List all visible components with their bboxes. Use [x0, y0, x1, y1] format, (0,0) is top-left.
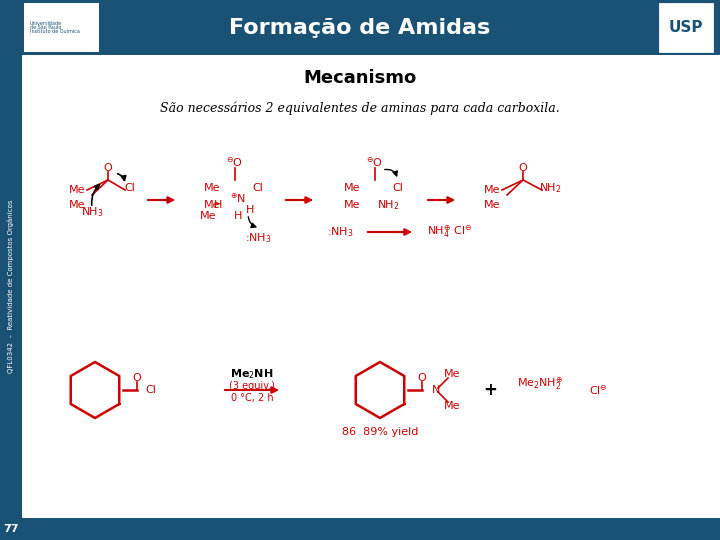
Text: O: O: [132, 373, 141, 383]
Text: Me: Me: [204, 200, 220, 210]
Text: Universidade: Universidade: [30, 21, 62, 26]
Text: H: H: [214, 200, 222, 210]
Text: H: H: [246, 205, 254, 215]
Text: QFL0342  –  Reatividade de Compostos Orgânicos: QFL0342 – Reatividade de Compostos Orgân…: [8, 200, 14, 373]
Text: Me: Me: [68, 200, 85, 210]
Text: NH$_3$: NH$_3$: [81, 205, 104, 219]
Text: Me: Me: [68, 185, 85, 195]
Bar: [24, 3, 99, 52]
Text: Cl$^{\ominus}$: Cl$^{\ominus}$: [589, 383, 608, 397]
Text: São necessários 2 equivalentes de aminas para cada carboxila.: São necessários 2 equivalentes de aminas…: [160, 102, 560, 115]
Text: Formação de Amidas: Formação de Amidas: [230, 17, 490, 37]
Text: $^{\ominus}$O: $^{\ominus}$O: [227, 156, 243, 168]
Bar: [660, 4, 712, 51]
Text: Me: Me: [204, 183, 220, 193]
Text: Me: Me: [444, 401, 460, 411]
Text: +: +: [483, 381, 497, 399]
Text: Me: Me: [484, 200, 500, 210]
Bar: [0, 518, 720, 540]
Text: Cl: Cl: [253, 183, 264, 193]
Text: de São Paulo: de São Paulo: [30, 25, 61, 30]
Text: O: O: [418, 373, 426, 383]
Text: 86  89% yield: 86 89% yield: [342, 427, 418, 437]
Text: H: H: [234, 211, 242, 221]
Text: O: O: [518, 163, 527, 173]
Text: NH$_2$: NH$_2$: [539, 181, 562, 195]
Text: Instituto de Química: Instituto de Química: [30, 29, 80, 34]
Text: :NH$_3$: :NH$_3$: [327, 225, 354, 239]
Text: Cl: Cl: [392, 183, 403, 193]
Text: NH$_2$: NH$_2$: [377, 198, 400, 212]
Text: NH$_4^{\oplus}$ Cl$^{\ominus}$: NH$_4^{\oplus}$ Cl$^{\ominus}$: [427, 224, 473, 240]
Text: O: O: [104, 163, 112, 173]
Text: Me: Me: [343, 183, 360, 193]
Text: :NH$_3$: :NH$_3$: [245, 231, 271, 245]
Text: Me$_2$NH: Me$_2$NH: [230, 367, 274, 381]
Text: $^{\oplus}$N: $^{\oplus}$N: [230, 191, 246, 205]
Text: USP: USP: [669, 20, 703, 35]
Text: 0 °C, 2 h: 0 °C, 2 h: [230, 393, 274, 403]
Text: $^{\ominus}$O: $^{\ominus}$O: [366, 156, 384, 168]
Text: Me: Me: [343, 200, 360, 210]
Text: Mecanismo: Mecanismo: [303, 69, 417, 87]
Bar: [0, 55, 22, 518]
Bar: [0, 0, 720, 55]
Text: Cl: Cl: [145, 385, 156, 395]
Bar: [22, 55, 720, 518]
Text: N: N: [432, 385, 440, 395]
Text: Me: Me: [199, 211, 216, 221]
Text: 77: 77: [4, 524, 19, 534]
Text: Me: Me: [484, 185, 500, 195]
Text: Me: Me: [444, 369, 460, 379]
Text: Me$_2$NH$_2^{\oplus}$: Me$_2$NH$_2^{\oplus}$: [517, 376, 563, 392]
Text: Cl: Cl: [125, 183, 135, 193]
Text: (3 equiv.): (3 equiv.): [229, 381, 275, 391]
